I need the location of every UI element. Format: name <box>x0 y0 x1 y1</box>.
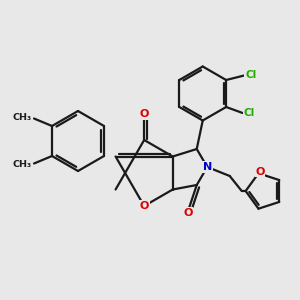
Text: Cl: Cl <box>244 108 255 118</box>
Text: CH₃: CH₃ <box>13 113 32 122</box>
Text: O: O <box>140 201 149 211</box>
Text: O: O <box>183 208 192 218</box>
Text: CH₃: CH₃ <box>13 160 32 169</box>
Text: Cl: Cl <box>245 70 256 80</box>
Text: O: O <box>140 110 149 119</box>
Text: O: O <box>255 167 265 177</box>
Text: N: N <box>202 162 212 172</box>
